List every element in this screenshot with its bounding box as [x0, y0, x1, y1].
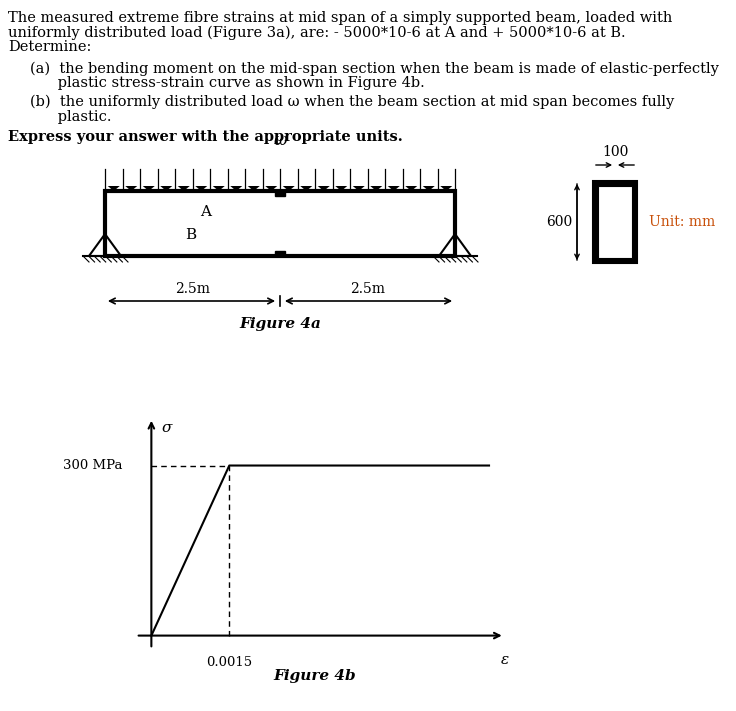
Polygon shape — [336, 186, 347, 191]
Polygon shape — [143, 186, 155, 191]
Polygon shape — [160, 186, 172, 191]
Polygon shape — [178, 186, 190, 191]
Polygon shape — [213, 186, 224, 191]
Text: Determine:: Determine: — [8, 40, 91, 54]
Text: (a)  the bending moment on the mid-span section when the beam is made of elastic: (a) the bending moment on the mid-span s… — [30, 62, 719, 76]
Text: The measured extreme fibre strains at mid span of a simply supported beam, loade: The measured extreme fibre strains at mi… — [8, 11, 673, 25]
Text: plastic.: plastic. — [30, 109, 111, 124]
Text: σ: σ — [162, 422, 172, 435]
Bar — [598, 186, 632, 258]
Text: Figure 4a: Figure 4a — [239, 317, 321, 331]
Text: 300 MPa: 300 MPa — [63, 459, 123, 472]
Bar — [275, 251, 285, 256]
Polygon shape — [370, 186, 382, 191]
Polygon shape — [388, 186, 400, 191]
Text: 2.5m: 2.5m — [175, 282, 210, 296]
Polygon shape — [248, 186, 260, 191]
Polygon shape — [440, 186, 452, 191]
Polygon shape — [195, 186, 208, 191]
Text: plastic stress-strain curve as shown in Figure 4b.: plastic stress-strain curve as shown in … — [30, 76, 425, 90]
Bar — [105, 191, 455, 256]
Polygon shape — [107, 186, 120, 191]
Text: Express your answer with the appropriate units.: Express your answer with the appropriate… — [8, 130, 403, 144]
Text: A: A — [200, 205, 211, 219]
Polygon shape — [318, 186, 330, 191]
Polygon shape — [265, 186, 277, 191]
Text: ε: ε — [500, 653, 509, 667]
Text: 100: 100 — [602, 145, 629, 159]
Polygon shape — [353, 186, 365, 191]
Bar — [275, 191, 285, 196]
Text: Unit: mm: Unit: mm — [649, 215, 715, 229]
Polygon shape — [300, 186, 312, 191]
Text: ω: ω — [273, 132, 287, 149]
Polygon shape — [283, 186, 294, 191]
Text: B: B — [185, 228, 196, 242]
Text: 600: 600 — [546, 215, 572, 229]
Text: uniformly distributed load (Figure 3a), are: - 5000*10-6 at A and + 5000*10-6 at: uniformly distributed load (Figure 3a), … — [8, 26, 626, 40]
Text: Figure 4b: Figure 4b — [274, 669, 356, 683]
Polygon shape — [230, 186, 242, 191]
Polygon shape — [125, 186, 137, 191]
Bar — [593, 181, 637, 263]
Text: (b)  the uniformly distributed load ω when the beam section at mid span becomes : (b) the uniformly distributed load ω whe… — [30, 95, 674, 109]
Polygon shape — [422, 186, 435, 191]
Text: 2.5m: 2.5m — [350, 282, 385, 296]
Text: 0.0015: 0.0015 — [206, 656, 252, 669]
Polygon shape — [406, 186, 417, 191]
